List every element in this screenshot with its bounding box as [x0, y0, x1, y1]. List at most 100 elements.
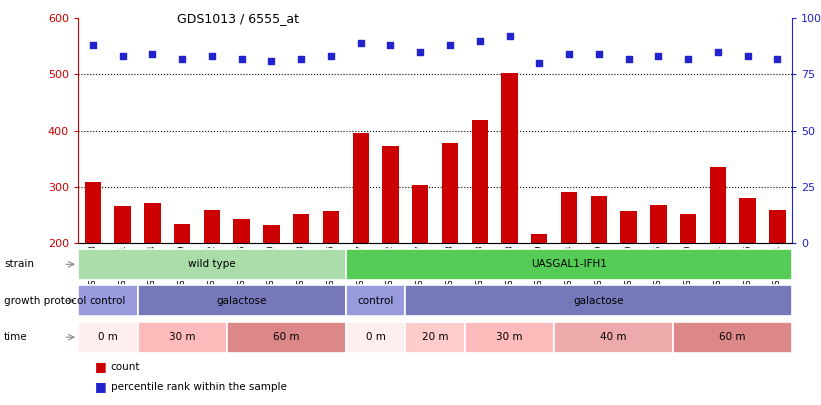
Text: GSM34679: GSM34679: [177, 244, 186, 290]
Bar: [264, 225, 280, 243]
Text: GSM34680: GSM34680: [267, 244, 276, 290]
Bar: [650, 205, 667, 243]
Text: control: control: [357, 296, 394, 306]
Bar: [471, 121, 488, 243]
Bar: [346, 285, 406, 316]
Point: [771, 55, 784, 62]
Point: [384, 42, 397, 49]
Bar: [673, 322, 792, 353]
Bar: [323, 211, 339, 243]
Bar: [204, 211, 220, 243]
Bar: [346, 322, 406, 353]
Bar: [406, 285, 792, 316]
Text: 30 m: 30 m: [169, 332, 195, 342]
Bar: [138, 285, 346, 316]
Bar: [412, 185, 429, 243]
Text: 60 m: 60 m: [273, 332, 300, 342]
Bar: [78, 249, 346, 280]
Point: [503, 33, 516, 39]
Text: count: count: [111, 362, 140, 371]
Bar: [554, 322, 673, 353]
Text: 20 m: 20 m: [422, 332, 448, 342]
Text: 0 m: 0 m: [98, 332, 117, 342]
Point: [235, 55, 248, 62]
Text: 30 m: 30 m: [496, 332, 523, 342]
Bar: [561, 192, 577, 243]
Bar: [709, 166, 726, 243]
Bar: [442, 143, 458, 243]
Text: GSM34689: GSM34689: [534, 244, 544, 290]
Text: GSM34688: GSM34688: [446, 244, 455, 290]
Text: GSM34695: GSM34695: [654, 244, 663, 290]
Text: GSM34686: GSM34686: [327, 244, 336, 290]
Point: [86, 42, 99, 49]
Text: time: time: [4, 332, 28, 342]
Text: GSM34697: GSM34697: [415, 244, 424, 290]
Point: [473, 38, 486, 44]
Text: galactose: galactose: [217, 296, 267, 306]
Bar: [465, 322, 554, 353]
Bar: [406, 322, 465, 353]
Text: 40 m: 40 m: [600, 332, 627, 342]
Bar: [174, 224, 190, 243]
Text: GSM34678: GSM34678: [89, 244, 98, 290]
Point: [443, 42, 456, 49]
Point: [681, 55, 695, 62]
Text: galactose: galactose: [574, 296, 624, 306]
Point: [414, 49, 427, 55]
Bar: [740, 198, 756, 243]
Text: GDS1013 / 6555_at: GDS1013 / 6555_at: [177, 12, 299, 25]
Point: [562, 51, 576, 58]
Bar: [227, 322, 346, 353]
Bar: [85, 182, 101, 243]
Text: GSM34701: GSM34701: [773, 244, 782, 290]
Text: strain: strain: [4, 259, 34, 269]
Text: GSM34683: GSM34683: [296, 244, 305, 290]
Text: GSM34685: GSM34685: [237, 244, 246, 290]
Bar: [138, 322, 227, 353]
Point: [533, 60, 546, 66]
Bar: [233, 219, 250, 243]
Text: GSM34694: GSM34694: [565, 244, 574, 290]
Point: [295, 55, 308, 62]
Text: ■: ■: [94, 380, 106, 393]
Point: [354, 40, 367, 46]
Bar: [114, 207, 131, 243]
Text: GSM34684: GSM34684: [148, 244, 157, 290]
Text: GSM34696: GSM34696: [743, 244, 752, 290]
Bar: [293, 214, 310, 243]
Point: [711, 49, 724, 55]
Point: [176, 55, 189, 62]
Bar: [346, 249, 792, 280]
Text: GSM34690: GSM34690: [624, 244, 633, 290]
Text: UASGAL1-IFH1: UASGAL1-IFH1: [531, 259, 607, 269]
Text: growth protocol: growth protocol: [4, 296, 86, 305]
Point: [265, 58, 278, 64]
Text: wild type: wild type: [188, 259, 236, 269]
Text: GSM34687: GSM34687: [356, 244, 365, 290]
Point: [205, 53, 218, 60]
Bar: [352, 133, 369, 243]
Text: GSM34700: GSM34700: [684, 244, 693, 290]
Text: 0 m: 0 m: [365, 332, 386, 342]
Text: GSM34682: GSM34682: [208, 244, 217, 290]
Bar: [78, 322, 138, 353]
Bar: [144, 202, 161, 243]
Point: [592, 51, 605, 58]
Point: [622, 55, 635, 62]
Point: [116, 53, 129, 60]
Bar: [502, 73, 518, 243]
Text: GSM34699: GSM34699: [594, 244, 603, 290]
Text: percentile rank within the sample: percentile rank within the sample: [111, 382, 287, 392]
Point: [652, 53, 665, 60]
Text: 60 m: 60 m: [719, 332, 746, 342]
Bar: [590, 196, 607, 243]
Text: control: control: [89, 296, 126, 306]
Point: [741, 53, 754, 60]
Text: GSM34698: GSM34698: [505, 244, 514, 290]
Bar: [78, 285, 138, 316]
Text: GSM34692: GSM34692: [386, 244, 395, 290]
Bar: [621, 211, 637, 243]
Bar: [383, 146, 399, 243]
Text: GSM34691: GSM34691: [713, 244, 722, 290]
